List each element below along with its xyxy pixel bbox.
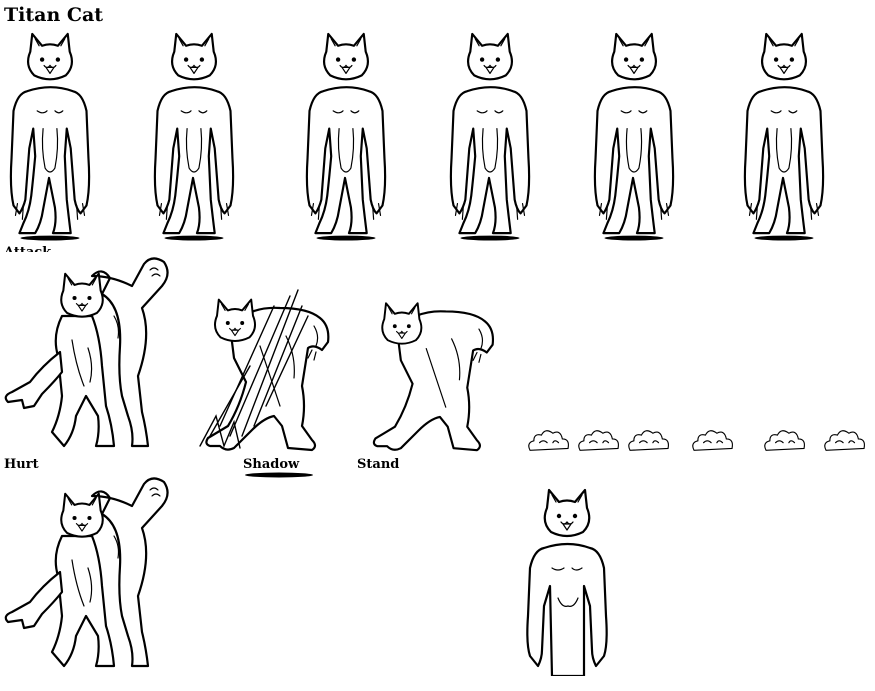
dust-frame-2 <box>576 418 624 456</box>
walk-frame-3 <box>300 30 392 242</box>
attack-frame-windup <box>2 256 172 456</box>
walk-frame-6 <box>738 30 830 242</box>
stand-label: Stand <box>357 457 400 472</box>
dust-frame-6 <box>822 418 870 456</box>
attack-frame-strike <box>190 286 350 456</box>
walk-frame-5 <box>588 30 680 242</box>
dust-frame-3 <box>626 418 674 456</box>
stand-frame <box>522 486 612 676</box>
dust-frame-4 <box>690 418 738 456</box>
walk-frame-2 <box>148 30 240 242</box>
attack-label: Attack <box>4 246 51 252</box>
hurt-label: Hurt <box>4 457 39 472</box>
shadow-label: Shadow <box>243 457 300 472</box>
dust-frame-5 <box>762 418 810 456</box>
shadow-ellipse <box>244 472 314 478</box>
dust-frame-1 <box>526 418 574 456</box>
walk-frame-4 <box>444 30 536 242</box>
sheet-title: Titan Cat <box>4 4 104 26</box>
attack-frame-recover <box>356 290 516 456</box>
hurt-frame <box>2 476 172 676</box>
walk-frame-1 <box>4 30 96 242</box>
